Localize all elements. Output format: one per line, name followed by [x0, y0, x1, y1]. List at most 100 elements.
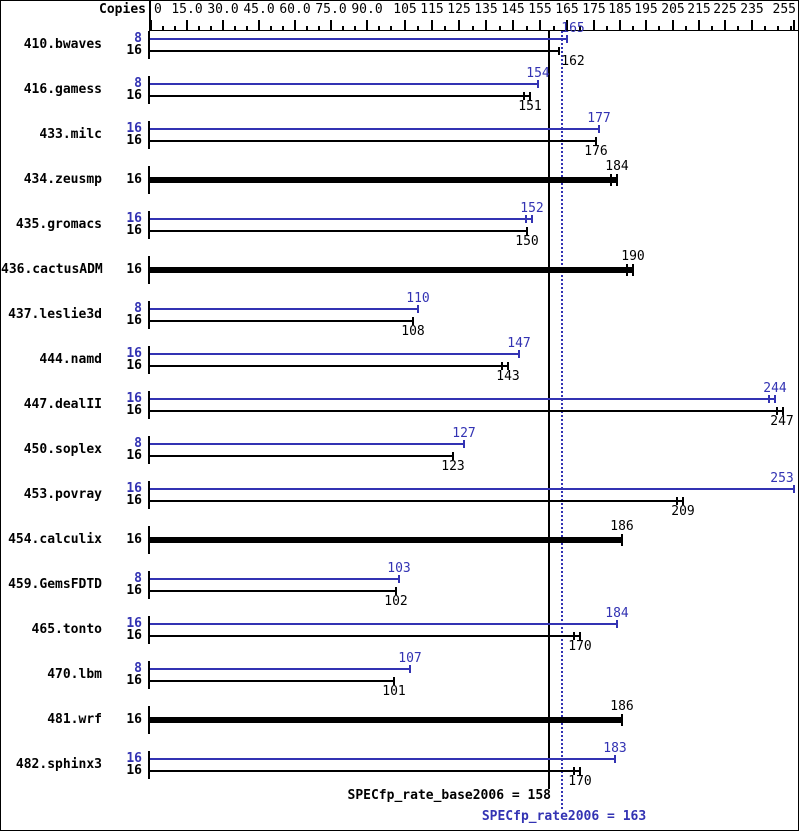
axis-tick-label: 165: [555, 2, 579, 17]
single-bar: [150, 717, 622, 723]
group-axis-line: [148, 391, 150, 419]
axis-tick-label: 75.0: [315, 2, 347, 17]
run-mark-tick: [501, 362, 503, 370]
base-summary-label: SPECfp_rate_base2006 = 158: [347, 788, 552, 803]
peak-reference-line: [561, 31, 563, 810]
peak-value-label: 103: [387, 561, 411, 576]
axis-major-tick: [593, 20, 595, 30]
copies-value: 16: [126, 673, 142, 688]
base-bar: [150, 50, 559, 52]
group-axis-line: [148, 301, 150, 329]
bar-end-tick: [579, 632, 581, 640]
group-axis-line: [148, 481, 150, 509]
group-axis-line: [148, 76, 150, 104]
axis-tick-label: 215: [687, 2, 711, 17]
run-mark-tick: [573, 632, 575, 640]
group-axis-line: [148, 211, 150, 239]
bar-end-tick: [412, 317, 414, 325]
group-axis-line: [148, 31, 150, 59]
benchmark-label: 450.soplex: [23, 442, 102, 457]
base-value-label: 151: [518, 99, 542, 114]
axis-tick-label: 225: [713, 2, 737, 17]
peak-value-label: 107: [398, 651, 422, 666]
group-axis-line: [148, 661, 150, 689]
axis-tick-label: 135: [474, 2, 498, 17]
bar-end-tick: [595, 137, 597, 145]
copies-value: 16: [126, 751, 142, 766]
peak-bar: [150, 128, 599, 130]
base-value-label: 143: [496, 369, 520, 384]
axis-minor-tick: [579, 26, 581, 30]
axis-major-tick: [645, 20, 647, 30]
benchmark-label: 436.cactusADM: [1, 262, 103, 277]
axis-baseline: [150, 30, 798, 31]
axis-minor-tick: [790, 26, 792, 30]
bar-end-tick: [614, 755, 616, 763]
copies-value: 8: [134, 571, 142, 586]
group-axis-line: [148, 751, 150, 779]
axis-major-tick: [793, 20, 795, 30]
bar-end-tick: [616, 174, 618, 186]
base-bar: [150, 455, 453, 457]
copies-value: 16: [126, 712, 142, 727]
bar-end-tick: [537, 80, 539, 88]
bar-end-tick: [518, 350, 520, 358]
base-value-label: 170: [568, 774, 592, 789]
axis-minor-tick: [210, 26, 212, 30]
axis-tick-label: 175: [582, 2, 606, 17]
group-axis-line: [148, 526, 150, 554]
axis-tick-label: 125: [447, 2, 471, 17]
group-axis-line: [148, 346, 150, 374]
axis-minor-tick: [270, 26, 272, 30]
axis-minor-tick: [711, 26, 713, 30]
peak-value-label: 110: [406, 291, 430, 306]
copies-value: 16: [126, 121, 142, 136]
copies-value: 16: [126, 493, 142, 508]
base-value-label: 162: [561, 54, 585, 69]
axis-minor-tick: [378, 26, 380, 30]
peak-bar: [150, 758, 615, 760]
base-bar: [150, 365, 508, 367]
base-bar: [150, 770, 580, 772]
axis-major-tick: [150, 20, 152, 30]
group-axis-line: [148, 571, 150, 599]
copies-value: 16: [126, 628, 142, 643]
benchmark-label: 482.sphinx3: [15, 757, 102, 772]
axis-minor-tick: [685, 26, 687, 30]
copies-value: 8: [134, 301, 142, 316]
group-axis-line: [148, 121, 150, 149]
copies-value: 16: [126, 616, 142, 631]
axis-minor-tick: [306, 26, 308, 30]
axis-minor-tick: [526, 26, 528, 30]
axis-separator-line: [149, 1, 151, 31]
copies-value: 8: [134, 76, 142, 91]
copies-value: 16: [126, 481, 142, 496]
axis-tick-label: 235: [740, 2, 764, 17]
group-axis-line: [148, 166, 150, 194]
benchmark-label: 453.povray: [23, 487, 102, 502]
axis-minor-tick: [658, 26, 660, 30]
base-value-label: 102: [384, 594, 408, 609]
axis-minor-tick: [499, 26, 501, 30]
copies-value: 16: [126, 583, 142, 598]
benchmark-label: 433.milc: [39, 127, 102, 142]
axis-minor-tick: [174, 26, 176, 30]
base-bar: [150, 590, 396, 592]
run-mark-tick: [523, 92, 525, 100]
group-axis-line: [148, 616, 150, 644]
bar-end-tick: [632, 264, 634, 276]
base-value-label: 247: [770, 414, 794, 429]
peak-bar: [150, 623, 617, 625]
run-mark-tick: [610, 174, 612, 186]
axis-major-tick: [458, 20, 460, 30]
peak-bar: [150, 38, 567, 40]
axis-minor-tick: [234, 26, 236, 30]
bar-end-tick: [393, 677, 395, 685]
run-mark-tick: [776, 407, 778, 415]
bar-end-tick: [616, 620, 618, 628]
bar-end-tick: [409, 665, 411, 673]
axis-tick-label: 30.0: [207, 2, 239, 17]
copies-value: 8: [134, 31, 142, 46]
benchmark-label: 435.gromacs: [15, 217, 102, 232]
bar-end-tick: [395, 587, 397, 595]
